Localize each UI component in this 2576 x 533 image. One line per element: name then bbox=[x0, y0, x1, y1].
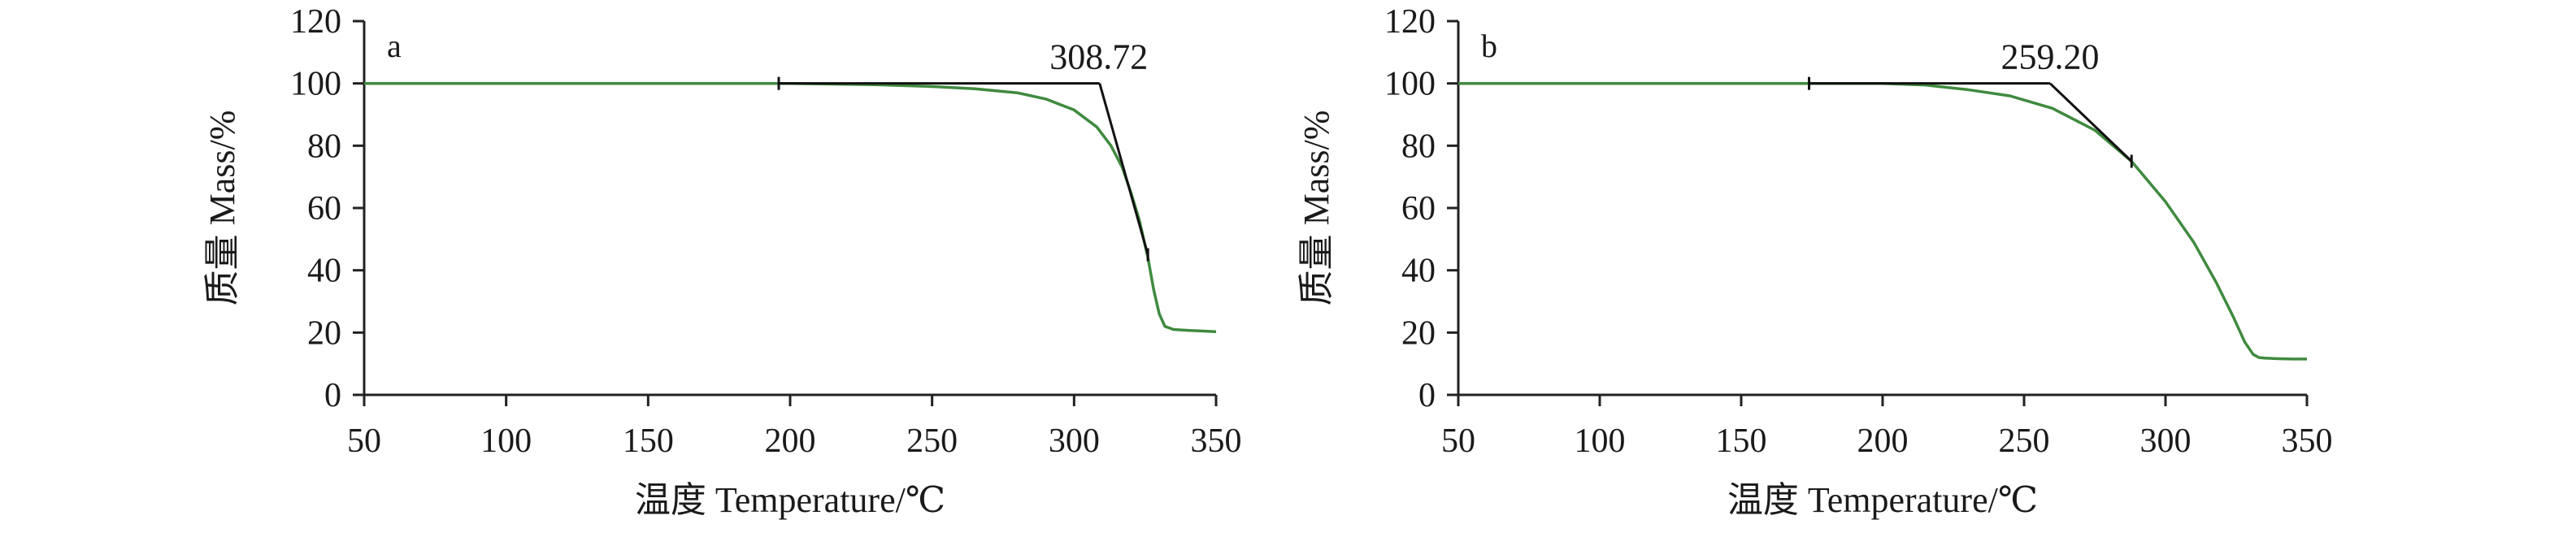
onset-tangent-line bbox=[2048, 82, 2133, 162]
x-tick-label: 200 bbox=[1857, 422, 1909, 460]
y-tick-label: 20 bbox=[1401, 314, 1436, 352]
x-tick-label: 350 bbox=[2282, 422, 2333, 460]
chart-panel-b: 0 20 40 60 80 100 120 50 100 150 200 250 300 350 温度 Te… bbox=[1297, 3, 2333, 520]
x-tick-label: 100 bbox=[1575, 422, 1626, 460]
y-tick-label: 100 bbox=[1384, 66, 1436, 103]
y-tick-label: 60 bbox=[1401, 190, 1436, 228]
y-tick-label: 60 bbox=[307, 190, 341, 228]
x-tick-label: 250 bbox=[906, 422, 958, 460]
x-tick-label: 300 bbox=[2140, 422, 2192, 460]
x-tick-label: 50 bbox=[1441, 422, 1475, 460]
x-tick-label: 350 bbox=[1191, 422, 1242, 460]
onset-temperature-label: 259.20 bbox=[2001, 37, 2100, 77]
y-tick-label: 0 bbox=[1418, 377, 1436, 414]
onset-tangent-line bbox=[1098, 83, 1149, 255]
y-tick-label: 120 bbox=[1384, 3, 1436, 41]
tga-curve-series-1 bbox=[1458, 81, 2307, 361]
y-tick-label: 120 bbox=[290, 3, 341, 41]
panel-letter: b bbox=[1481, 28, 1497, 64]
tga-curve-series-1 bbox=[364, 81, 1217, 333]
chart-panel-a: 0 20 40 60 80 100 120 50 100 150 200 250 300 350 温度 Te… bbox=[202, 3, 1242, 520]
y-tick-label: 20 bbox=[307, 314, 341, 352]
y-tick-label: 40 bbox=[1401, 253, 1436, 290]
x-tick-label: 150 bbox=[623, 422, 674, 460]
x-tick-label: 250 bbox=[1999, 422, 2050, 460]
y-tick-label: 80 bbox=[307, 128, 341, 165]
x-tick-label: 150 bbox=[1716, 422, 1767, 460]
y-tick-label: 0 bbox=[324, 377, 341, 414]
x-tick-label: 50 bbox=[347, 422, 381, 460]
y-axis-title: 质量 Mass/% bbox=[1297, 110, 1336, 306]
x-tick-label: 100 bbox=[480, 422, 532, 460]
y-tick-label: 80 bbox=[1401, 128, 1436, 165]
onset-temperature-label: 308.72 bbox=[1049, 37, 1148, 77]
x-axis-title: 温度 Temperature/℃ bbox=[635, 480, 945, 520]
y-axis-title: 质量 Mass/% bbox=[202, 110, 242, 306]
panel-letter: a bbox=[387, 28, 402, 64]
x-tick-label: 200 bbox=[765, 422, 816, 460]
y-tick-label: 40 bbox=[307, 253, 341, 290]
y-tick-label: 100 bbox=[290, 66, 341, 103]
x-axis-title: 温度 Temperature/℃ bbox=[1727, 480, 2038, 520]
x-tick-label: 300 bbox=[1049, 422, 1100, 460]
